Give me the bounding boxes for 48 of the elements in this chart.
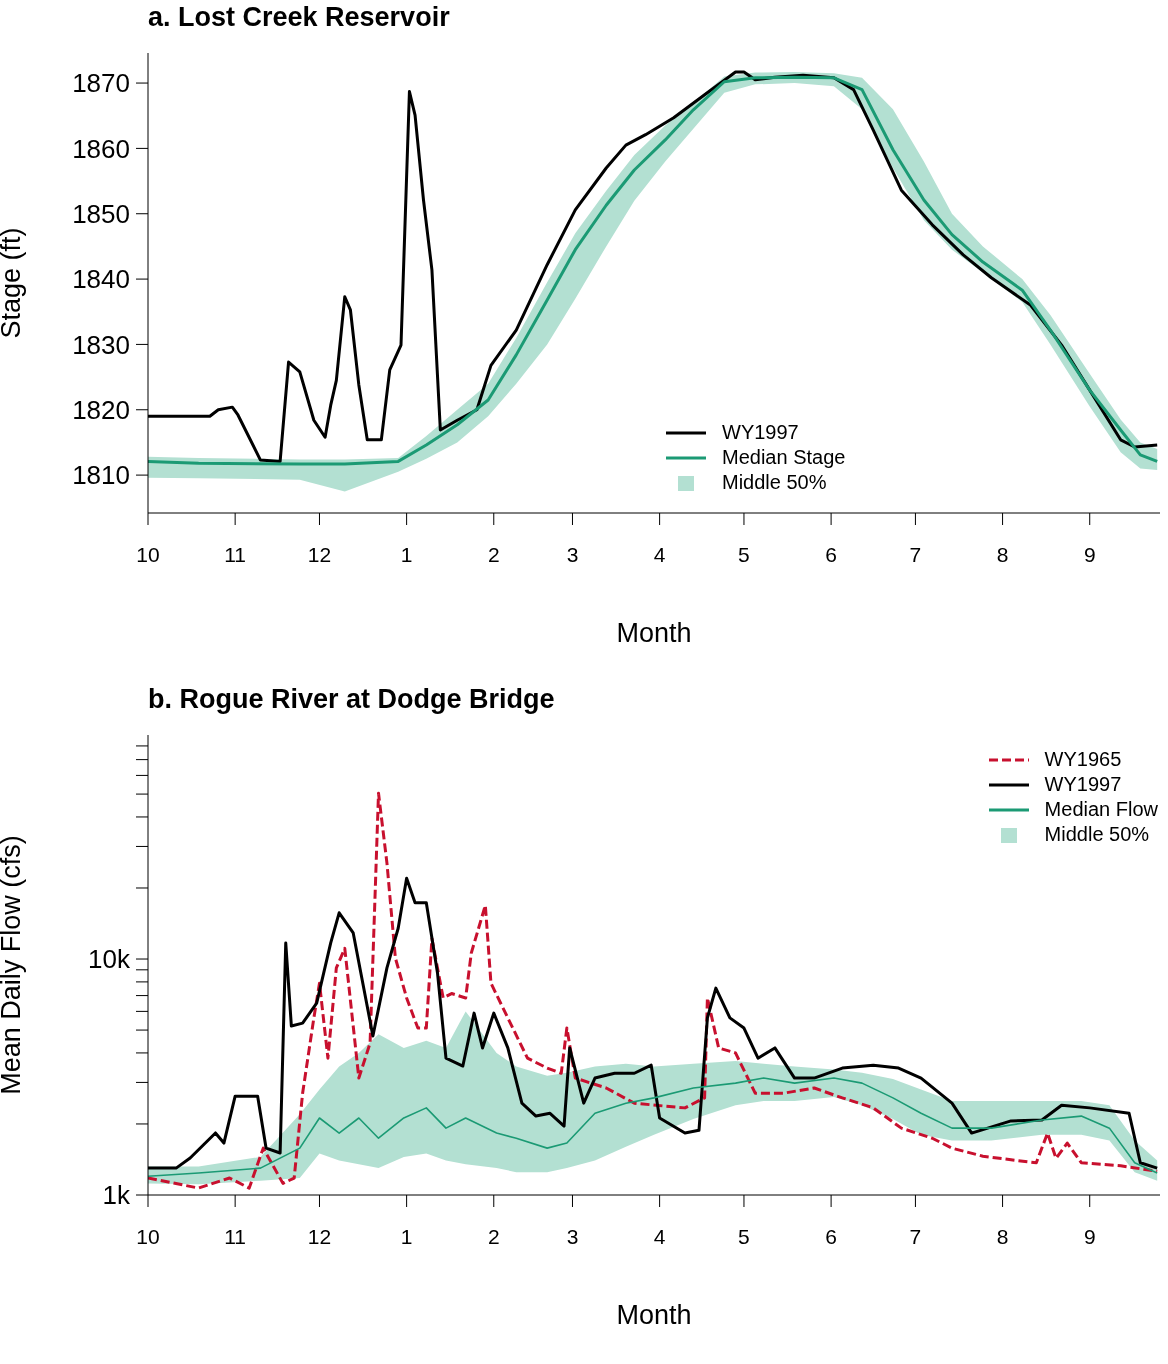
x-tick-label: 9 (1083, 542, 1096, 566)
x-tick-label: 11 (224, 1224, 247, 1248)
x-tick-label: 8 (996, 542, 1009, 566)
y-tick-label: 1860 (72, 133, 130, 164)
x-tick-label: 5 (738, 1224, 750, 1248)
y-tick-label: 1830 (72, 329, 130, 360)
x-tick-label: 7 (909, 1224, 922, 1248)
x-tick-label: 11 (224, 542, 247, 566)
x-axis-title: Month (616, 618, 692, 649)
y-tick-label: 10k (88, 944, 131, 975)
legend-label: WY1997 (1044, 772, 1122, 797)
x-tick-label: 12 (307, 542, 332, 566)
y-tick-label: 1870 (72, 68, 130, 99)
y-tick-label: 1810 (72, 460, 130, 491)
annotation: Middle 50% (1044, 822, 1150, 847)
x-tick-label: 1 (400, 1224, 413, 1248)
chart-title: b. Rogue River at Dodge Bridge (148, 684, 555, 715)
y-tick-label: 1840 (72, 264, 130, 295)
x-tick-label: 8 (996, 1224, 1009, 1248)
x-tick-label: 4 (653, 542, 666, 566)
x-tick-label: 9 (1083, 1224, 1096, 1248)
x-tick-label: 2 (487, 542, 500, 566)
chart-title: a. Lost Creek Reservoir (148, 2, 450, 33)
x-tick-label: 1 (400, 542, 413, 566)
x-tick-label: 6 (825, 542, 837, 566)
y-tick-label: 1k (102, 1180, 131, 1211)
legend-label: WY1965 (1044, 747, 1122, 772)
x-tick-label: 3 (566, 1224, 579, 1248)
legend-label: Median Flow (1044, 797, 1158, 822)
x-axis-title: Month (616, 1300, 692, 1331)
x-tick-label: 10 (136, 1224, 160, 1248)
x-tick-label: 10 (136, 542, 160, 566)
x-tick-label: 3 (566, 542, 579, 566)
line-series (148, 791, 1159, 1190)
y-axis-title: Mean Daily Flow (cfs) (0, 835, 26, 1095)
x-tick-label: 4 (653, 1224, 666, 1248)
x-tick-label: 2 (487, 1224, 500, 1248)
x-tick-label: 12 (307, 1224, 332, 1248)
x-tick-label: 7 (909, 542, 922, 566)
x-tick-label: 5 (738, 542, 750, 566)
y-tick-label: 1820 (72, 394, 130, 425)
annotation: Middle 50% (722, 470, 827, 495)
line-series (148, 1077, 1158, 1178)
y-axis-title: Stage (ft) (0, 227, 26, 339)
y-tick-label: 1850 (72, 198, 130, 229)
x-tick-label: 6 (825, 1224, 837, 1248)
legend-label: WY1997 (722, 420, 799, 445)
legend-label: Median Stage (722, 445, 846, 470)
